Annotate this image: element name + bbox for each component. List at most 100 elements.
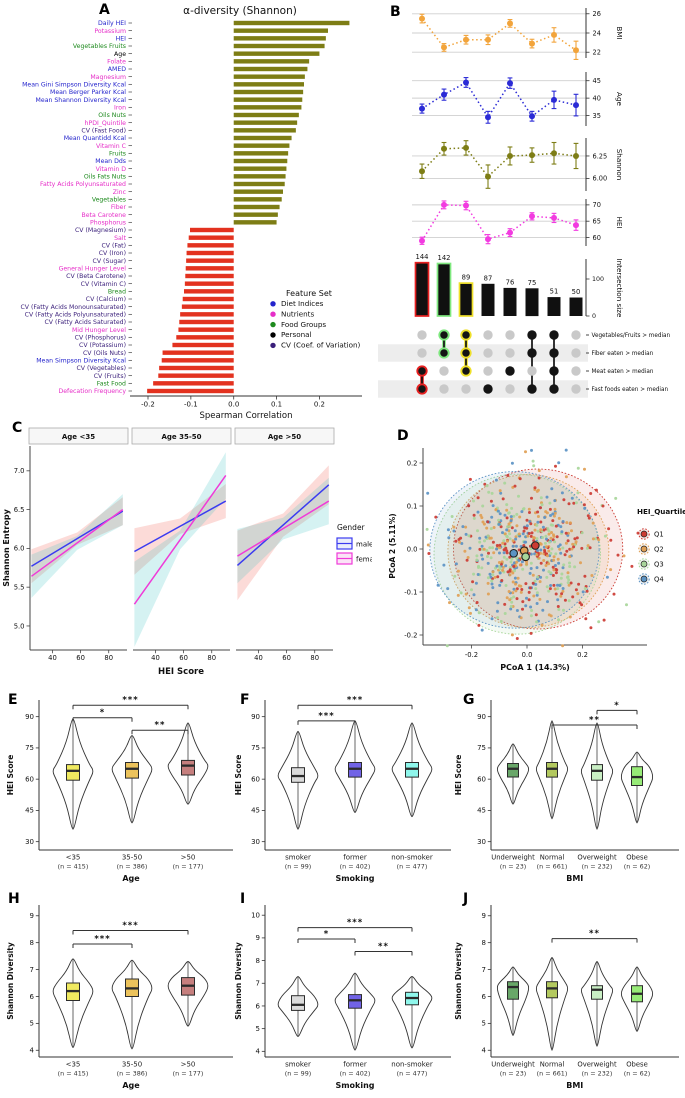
sample-point: [505, 539, 509, 543]
sample-point: [570, 529, 573, 533]
data-point: [551, 214, 557, 221]
y-tick-label: 24: [593, 29, 601, 37]
sample-point: [487, 551, 490, 555]
sample-point: [497, 518, 501, 522]
y-axis-title: HEI Score: [234, 755, 243, 796]
sample-point: [553, 499, 557, 503]
sample-point: [464, 525, 468, 529]
sample-point: [529, 522, 533, 526]
data-point: [573, 222, 579, 229]
significance-stars: ***: [347, 696, 363, 706]
legend-item-label: CV (Coef. of Variation): [281, 341, 361, 350]
sample-point: [602, 618, 606, 622]
sample-point: [513, 569, 516, 573]
sample-point: [529, 561, 533, 565]
sample-point: [456, 593, 460, 597]
significance-stars: ***: [347, 918, 363, 928]
feature-label: CV (Phosphorus): [75, 335, 126, 342]
sample-point: [490, 617, 494, 621]
sample-point: [536, 515, 540, 518]
category-label: Obese: [626, 854, 648, 862]
sample-point: [509, 604, 513, 608]
regression-line: [236, 484, 330, 567]
sample-point: [528, 586, 532, 590]
sample-point: [480, 566, 484, 570]
sample-point: [474, 608, 478, 612]
sample-point: [529, 605, 533, 609]
sample-point: [515, 512, 519, 516]
sample-point: [511, 539, 515, 543]
x-axis-title: PCoA 1 (14.3%): [500, 663, 570, 672]
sample-point: [535, 523, 539, 527]
panel-d-pcoa-scatter: -0.2 -0.1 0.0 0.1 0.2 -0.2 0.0 0.2 PCoA 2 (5.11%…: [355, 418, 685, 694]
category-label: Normal: [540, 854, 565, 862]
intersection-count: 51: [550, 288, 559, 296]
sample-point: [503, 542, 507, 546]
sample-point: [495, 609, 499, 613]
y-tick-label: 8: [256, 957, 260, 965]
sample-point: [542, 568, 545, 572]
sample-point: [498, 551, 501, 555]
sample-point: [544, 534, 548, 538]
sample-point: [572, 501, 576, 505]
sample-point: [545, 495, 549, 499]
matrix-row-label: Fiber eaten > median: [592, 351, 654, 357]
matrix-dot-filled: [527, 384, 537, 394]
x-tick-label: 0.0: [522, 651, 533, 659]
category-label: non-smoker: [391, 854, 433, 862]
intersection-bar: [481, 283, 495, 316]
sample-point: [521, 567, 525, 571]
panel-i-violin-shannon-smoking: 4 5 6 7 8 9 10 Shannon Diversity smoker (n = 99) f…: [230, 893, 457, 1098]
corr-bar: [176, 335, 234, 340]
y-tick-label: 9: [482, 912, 486, 920]
sample-point: [539, 551, 542, 555]
corr-bar: [233, 97, 303, 102]
sample-point: [561, 566, 565, 570]
sample-point: [511, 485, 515, 489]
matrix-dot-empty: [439, 366, 449, 376]
sample-point: [477, 611, 481, 615]
sample-point: [495, 544, 499, 547]
feature-label: AMED: [108, 66, 126, 73]
sample-point: [547, 549, 551, 553]
category-label: Normal: [540, 1061, 565, 1069]
sample-point: [476, 510, 480, 514]
sample-point: [591, 537, 595, 541]
sample-point: [568, 547, 572, 551]
sample-point: [555, 568, 559, 572]
corr-bar: [190, 227, 234, 233]
y-tick-label: 22: [593, 49, 601, 57]
sample-point: [535, 602, 539, 605]
sample-point: [454, 562, 458, 566]
x-tick-label: -0.2: [141, 401, 155, 409]
sample-point: [425, 527, 429, 531]
legend-item-label: Q4: [654, 575, 664, 583]
sample-point: [481, 557, 485, 561]
corr-bar: [182, 296, 234, 302]
sample-point: [554, 552, 558, 556]
sample-point: [468, 546, 472, 550]
legend-dot-icon: [640, 545, 648, 553]
sample-point: [448, 601, 451, 605]
legend-dot-icon: [270, 342, 276, 349]
sample-point: [510, 526, 514, 530]
feature-label: CV (Calcium): [86, 296, 126, 303]
sample-point: [616, 553, 620, 557]
legend-dot-icon: [640, 530, 648, 538]
sample-point: [470, 588, 473, 592]
sample-point: [502, 548, 506, 552]
sample-point: [564, 531, 568, 535]
sample-point: [486, 592, 490, 596]
sample-point: [534, 587, 538, 591]
box: [66, 764, 80, 781]
sample-point: [527, 590, 531, 594]
sample-point: [514, 582, 517, 586]
sample-point: [570, 547, 574, 551]
feature-label: Mid Hunger Level: [72, 327, 126, 334]
sample-point: [505, 508, 509, 512]
sample-point: [508, 569, 512, 573]
sample-point: [496, 575, 500, 579]
sample-point: [569, 581, 573, 585]
corr-bar: [153, 381, 234, 386]
sample-point: [517, 532, 521, 536]
